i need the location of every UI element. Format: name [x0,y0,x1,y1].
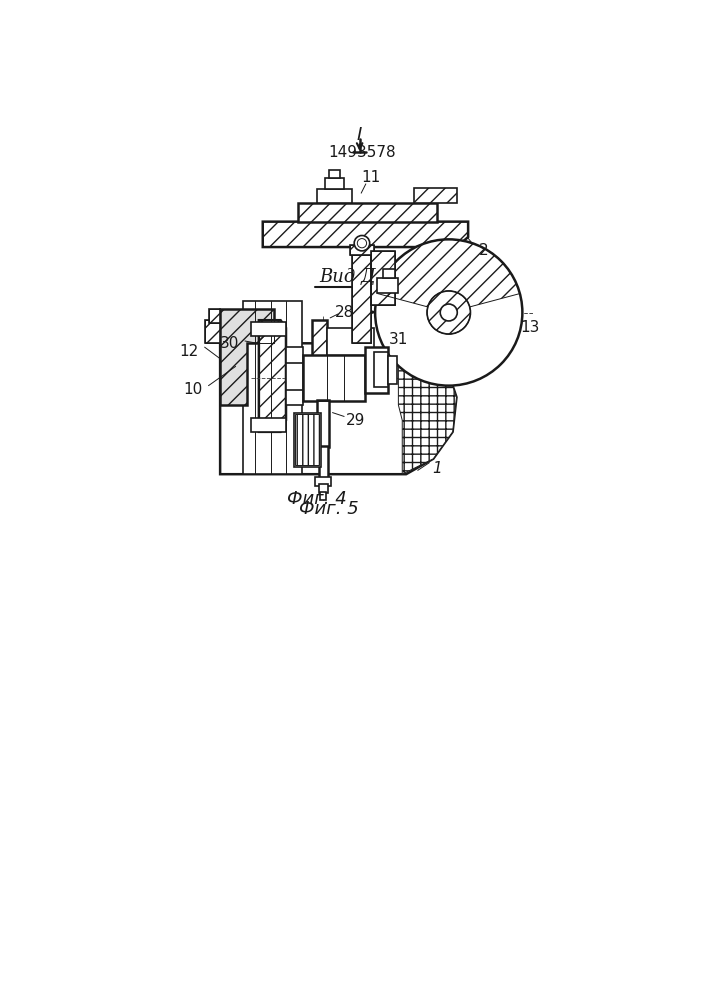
Bar [303,355,365,401]
Bar [383,269,395,278]
Text: 1: 1 [432,461,442,476]
Polygon shape [220,309,457,474]
Polygon shape [209,309,220,323]
Bar [317,400,329,447]
Circle shape [427,291,470,334]
Text: 10: 10 [183,382,203,397]
Bar [296,414,320,465]
Text: 28: 28 [334,305,354,320]
Polygon shape [421,247,468,289]
Bar [365,347,388,393]
Polygon shape [398,343,457,474]
Polygon shape [220,309,274,405]
Text: 11: 11 [361,170,381,185]
Text: 29: 29 [346,413,366,428]
Polygon shape [204,320,220,343]
Bar [243,301,301,474]
Text: 2: 2 [479,243,489,258]
Text: Вид Д: Вид Д [320,268,376,286]
Text: 12: 12 [180,344,199,359]
Text: 30: 30 [220,336,239,351]
Circle shape [440,304,457,321]
Circle shape [357,239,367,248]
Text: 31: 31 [389,332,408,347]
Polygon shape [351,245,373,255]
Bar [319,484,328,493]
Polygon shape [263,222,468,247]
Bar [315,477,331,486]
Bar [325,178,344,189]
Bar [327,328,373,355]
Bar [377,278,398,293]
Circle shape [354,235,370,251]
Polygon shape [259,320,286,432]
Circle shape [375,239,522,386]
Bar [286,347,303,405]
Bar [286,363,303,389]
Bar [251,418,286,432]
Bar [320,492,327,500]
Text: 1493578: 1493578 [328,145,396,160]
Bar [319,446,328,478]
Bar [373,352,387,387]
Polygon shape [352,255,371,343]
Bar [387,356,397,384]
Bar [329,170,340,178]
Polygon shape [312,320,327,378]
Text: 13: 13 [520,320,540,335]
Polygon shape [371,251,395,305]
Text: Фиг. 4: Фиг. 4 [287,490,347,508]
Polygon shape [298,203,437,222]
Bar [293,413,321,466]
Bar [414,188,457,203]
Bar [303,355,365,401]
Text: I: I [357,126,362,144]
Text: Фиг. 5: Фиг. 5 [299,500,358,518]
Bar [317,189,352,203]
Bar [251,322,286,336]
